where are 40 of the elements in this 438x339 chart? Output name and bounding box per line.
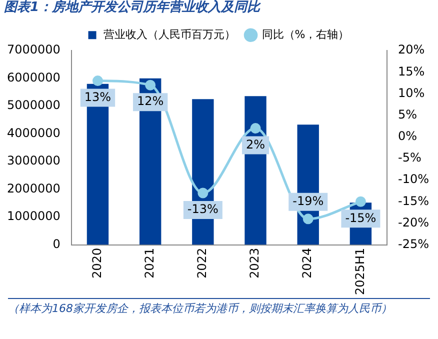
y-tick-label: 7000000 [6, 42, 60, 57]
y-tick-label: 5000000 [6, 98, 60, 112]
y2-tick-label: 20% [398, 42, 425, 57]
data-label: -19% [292, 194, 324, 208]
y-tick-label: 1000000 [6, 209, 60, 224]
x-tick-label: 2022 [195, 248, 210, 278]
y2-tick-label: 0% [398, 129, 418, 144]
y2-tick-label: -15% [398, 194, 430, 208]
point [250, 123, 261, 134]
data-label: -15% [345, 210, 376, 225]
y2-tick-label: -5% [398, 150, 422, 165]
point [302, 214, 314, 224]
legend-label: 同比（%，右轴） [262, 28, 350, 41]
data-label: 13% [84, 90, 112, 104]
y-tick-label: 6000000 [6, 70, 60, 84]
data-label: 2% [246, 137, 266, 152]
data-label: 12% [136, 94, 164, 108]
x-tick-label: 2025H1 [352, 248, 367, 296]
x-tick-label: 2020 [90, 248, 104, 278]
point [355, 196, 366, 207]
x-tick-label: 2021 [142, 248, 156, 278]
y2-tick-label: 10% [398, 86, 425, 100]
chart-title: 图表1：房地产开发公司历年营业收入及同比 [4, 0, 262, 16]
y-tick-label: 3000000 [6, 154, 60, 168]
y2-tick-label: 15% [398, 64, 425, 78]
y-tick-label: 0 [52, 236, 60, 251]
legend-label: 营业收入（人民币百万元） [103, 28, 236, 41]
x-tick-label: 2024 [300, 248, 314, 278]
point [145, 80, 156, 90]
y-tick-label: 2000000 [6, 181, 60, 196]
y-tick-label: 4000000 [6, 126, 60, 140]
y2-tick-label: 5% [398, 107, 418, 122]
point [92, 76, 103, 86]
data-label: -13% [187, 202, 218, 216]
y2-tick-label: -10% [398, 172, 430, 186]
point [198, 188, 208, 198]
y2-tick-label: -20% [398, 215, 430, 230]
x-tick-label: 2023 [248, 248, 262, 278]
y2-tick-label: -25% [398, 236, 430, 251]
text: （样本为168家开发房企，报表本位币若为港币，则按期末汇率换算为人民币） [8, 301, 430, 316]
